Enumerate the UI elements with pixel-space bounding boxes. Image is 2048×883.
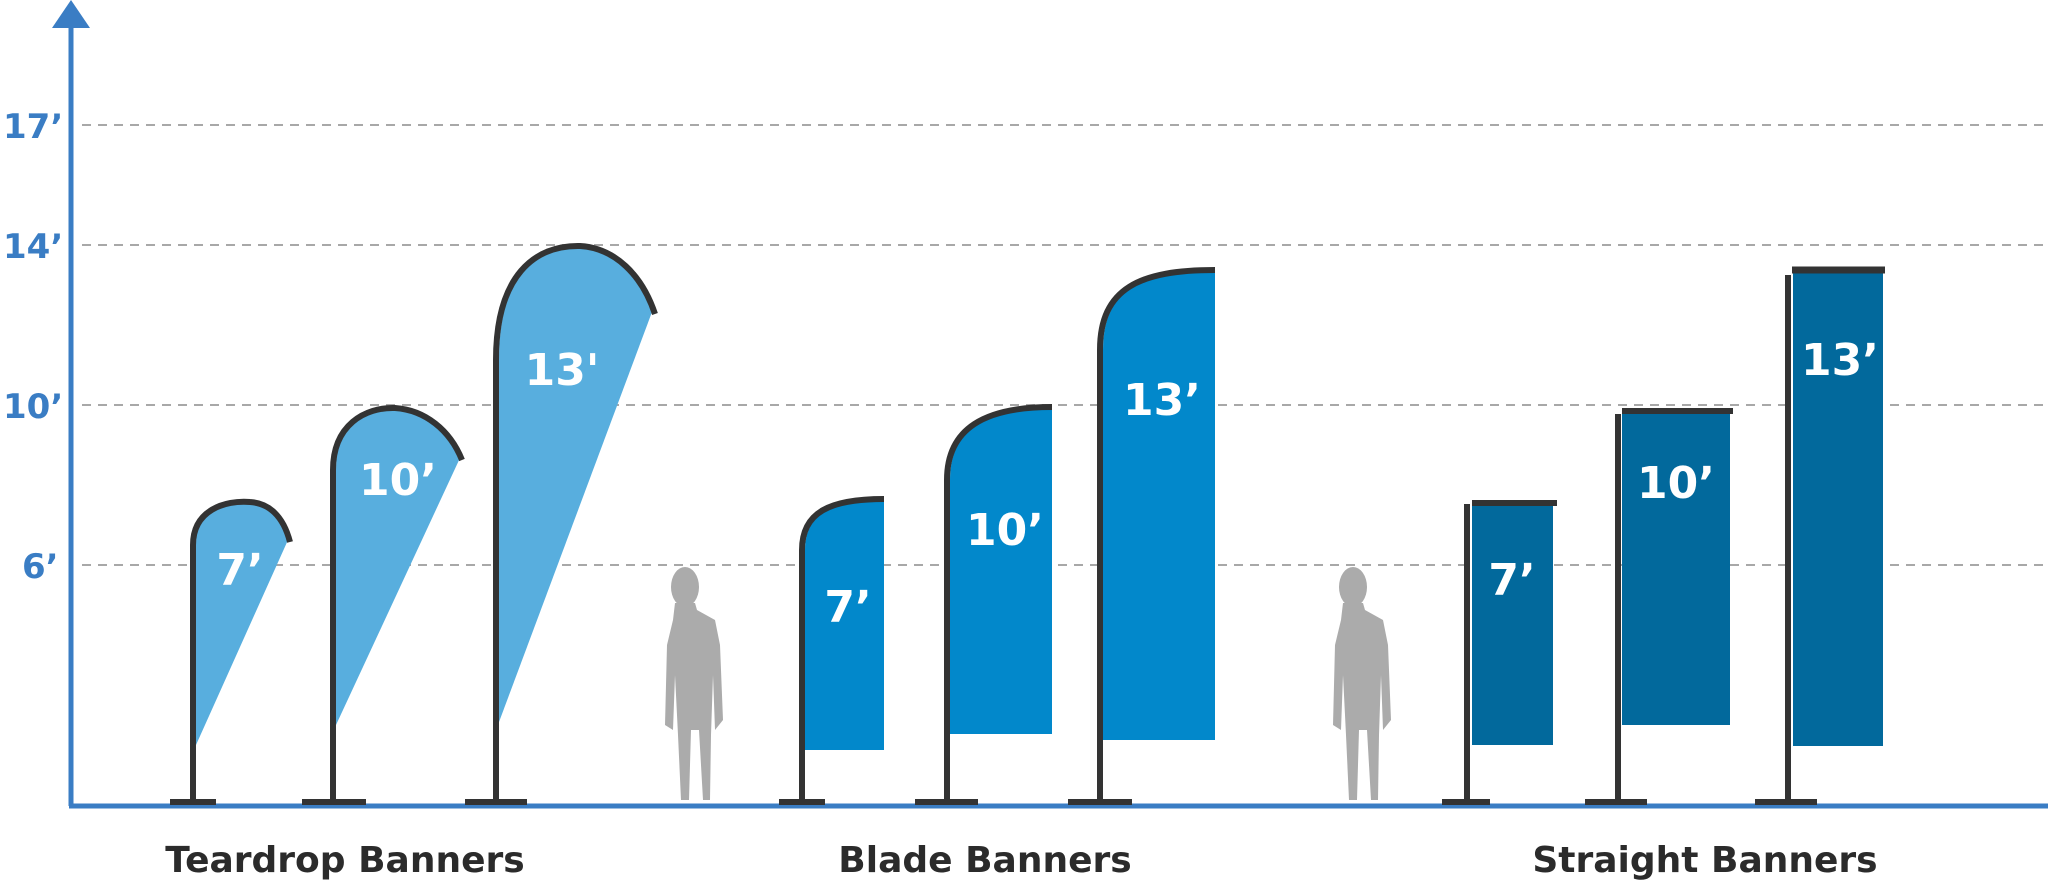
blade-7-label: 7’ xyxy=(824,582,871,633)
straight-10-label: 10’ xyxy=(1637,458,1715,509)
straight-banner-10: 10’ xyxy=(1585,408,1733,805)
y-axis-arrow-icon xyxy=(52,0,90,28)
straight-7-label: 7’ xyxy=(1488,555,1535,606)
tick-label-6: 6’ xyxy=(22,547,59,587)
blade-banner-10: 10’ xyxy=(915,404,1053,805)
straight-13-label: 13’ xyxy=(1801,335,1879,386)
teardrop-13-label: 13' xyxy=(525,345,600,396)
blade-13-label: 13’ xyxy=(1123,375,1201,426)
teardrop-banner-13: 13' xyxy=(465,242,658,805)
tick-label-17: 17’ xyxy=(3,107,63,147)
straight-banner-7: 7’ xyxy=(1442,500,1557,805)
blade-banner-13: 13’ xyxy=(1068,267,1216,805)
straight-banner-13: 13’ xyxy=(1755,266,1885,805)
category-label-teardrop: Teardrop Banners xyxy=(165,840,524,881)
category-label-blade: Blade Banners xyxy=(838,840,1131,881)
person-silhouette-icon xyxy=(1333,567,1391,800)
blade-10-label: 10’ xyxy=(966,505,1044,556)
blade-banner-7: 7’ xyxy=(779,496,885,805)
teardrop-banner-7: 7’ xyxy=(170,498,293,805)
teardrop-banner-10: 10’ xyxy=(302,404,465,805)
teardrop-10-label: 10’ xyxy=(359,455,437,506)
category-label-straight: Straight Banners xyxy=(1532,840,1877,881)
teardrop-7-label: 7’ xyxy=(216,545,263,596)
tick-label-10: 10’ xyxy=(3,387,63,427)
tick-label-14: 14’ xyxy=(3,227,63,267)
person-silhouette-icon xyxy=(665,567,723,800)
